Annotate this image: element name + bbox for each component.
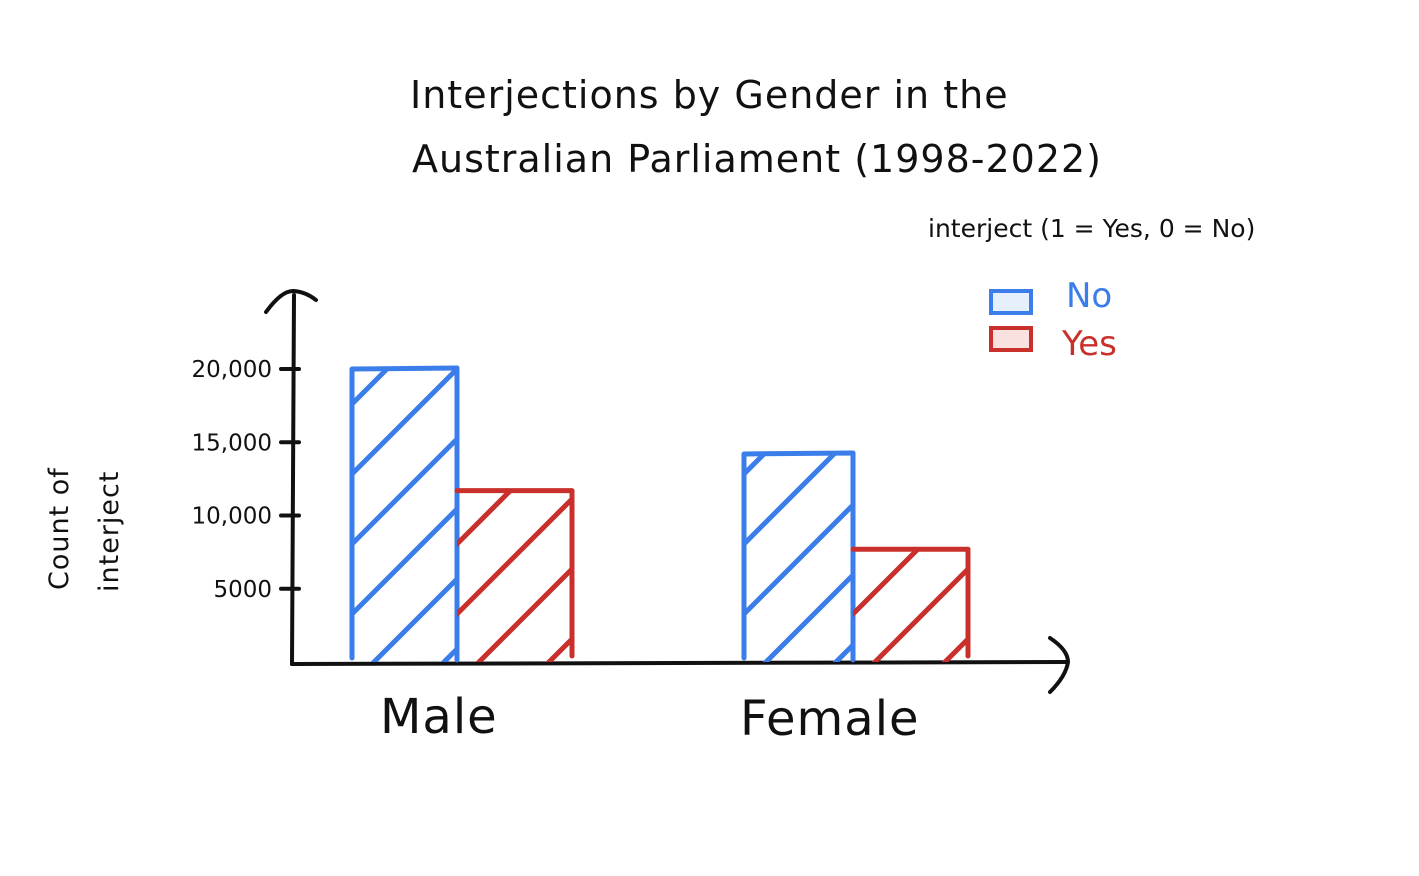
chart-title-line-2: Australian Parliament (1998-2022) (412, 137, 1102, 181)
y-tick-label-20000: 20,000 (192, 357, 272, 383)
bars (349, 365, 971, 663)
bar-yes-male (454, 488, 575, 659)
axes (264, 288, 1070, 694)
y-tick-label-15000: 15,000 (192, 430, 272, 456)
hatch-no-male (352, 369, 457, 662)
legend-swatch-no (989, 289, 1033, 315)
y-axis-label-line-1: Count of (44, 467, 75, 590)
x-category-label-male: Male (380, 689, 498, 745)
legend-title: interject (1 = Yes, 0 = No) (928, 214, 1255, 243)
y-axis-line (290, 293, 296, 666)
bar-no-male (349, 365, 460, 663)
chart-title-line-1: Interjections by Gender in the (410, 73, 1009, 117)
y-tick-label-5000: 5000 (213, 577, 272, 603)
bar-yes-female (850, 546, 971, 659)
legend-label-yes: Yes (1061, 324, 1117, 364)
x-category-label-female: Female (740, 691, 920, 747)
legend-label-no: No (1066, 276, 1112, 316)
x-axis-arrow (1048, 636, 1070, 694)
hatch-yes-female (853, 549, 968, 663)
y-ticks: 5000 10,000 15,000 20,000 (192, 357, 301, 603)
legend-swatch-yes (989, 326, 1033, 352)
y-axis-label-line-2: interject (94, 471, 125, 592)
bar-no-female (741, 450, 856, 663)
y-axis-arrow (264, 288, 318, 314)
y-tick-label-10000: 10,000 (192, 504, 272, 530)
x-axis-line (290, 660, 1068, 666)
hatch-no-female (744, 453, 853, 662)
